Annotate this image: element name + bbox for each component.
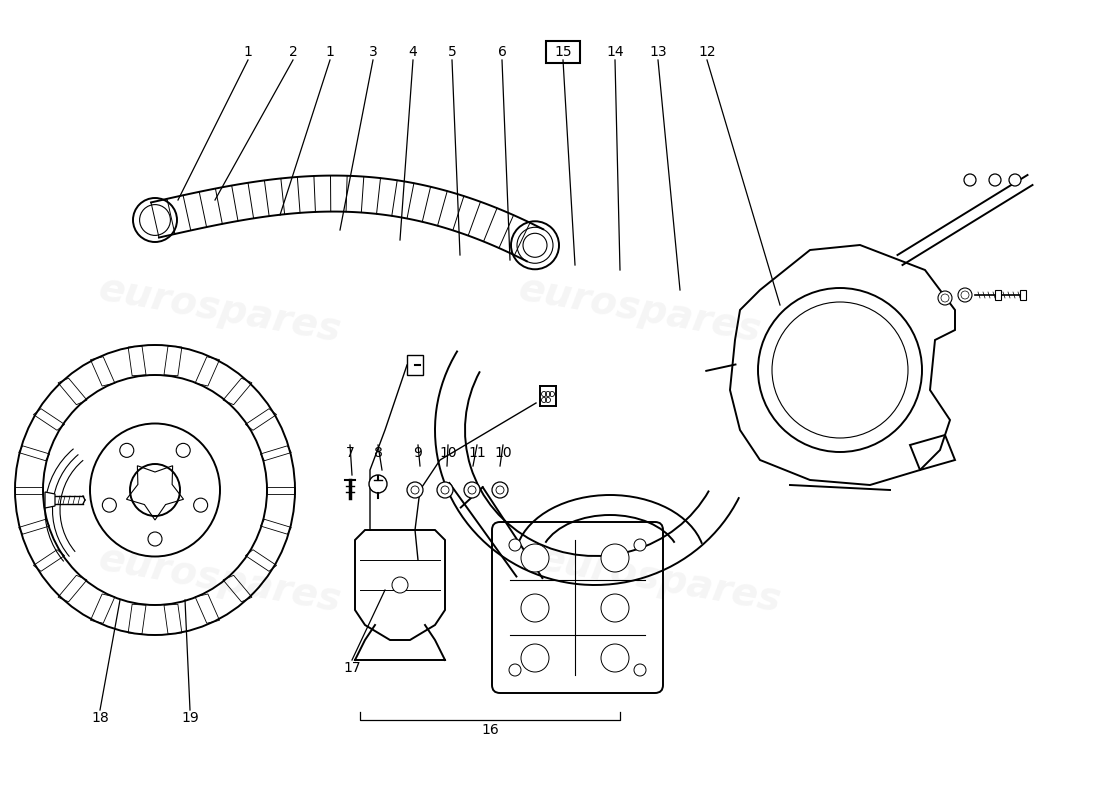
Text: 3: 3 — [368, 45, 377, 59]
Text: 1: 1 — [326, 45, 334, 59]
Circle shape — [938, 291, 952, 305]
Circle shape — [634, 539, 646, 551]
Text: 6: 6 — [497, 45, 506, 59]
Circle shape — [521, 594, 549, 622]
Text: 18: 18 — [91, 711, 109, 725]
Text: eurospares: eurospares — [516, 270, 764, 350]
Ellipse shape — [102, 498, 117, 512]
Text: 15: 15 — [554, 45, 572, 59]
Text: eurospares: eurospares — [96, 540, 344, 620]
Circle shape — [1009, 174, 1021, 186]
Text: 14: 14 — [606, 45, 624, 59]
Text: 16: 16 — [481, 723, 499, 737]
Circle shape — [958, 288, 972, 302]
Text: 8: 8 — [374, 446, 383, 460]
Text: 13: 13 — [649, 45, 667, 59]
Ellipse shape — [176, 443, 190, 458]
Text: 4: 4 — [408, 45, 417, 59]
Text: 9: 9 — [414, 446, 422, 460]
Text: eurospares: eurospares — [536, 540, 784, 620]
Text: 12: 12 — [698, 45, 716, 59]
Text: 10: 10 — [494, 446, 512, 460]
Circle shape — [392, 577, 408, 593]
Circle shape — [989, 174, 1001, 186]
Text: eurospares: eurospares — [96, 270, 344, 350]
Ellipse shape — [407, 482, 424, 498]
Text: 1: 1 — [243, 45, 252, 59]
Ellipse shape — [464, 482, 480, 498]
Circle shape — [509, 664, 521, 676]
Ellipse shape — [130, 464, 180, 516]
Circle shape — [601, 544, 629, 572]
Ellipse shape — [194, 498, 208, 512]
Circle shape — [521, 644, 549, 672]
Circle shape — [601, 644, 629, 672]
Circle shape — [601, 594, 629, 622]
Text: 10: 10 — [439, 446, 456, 460]
Polygon shape — [996, 290, 1001, 300]
Text: 17: 17 — [343, 661, 361, 675]
Ellipse shape — [492, 482, 508, 498]
Text: 19: 19 — [182, 711, 199, 725]
Text: 5: 5 — [448, 45, 456, 59]
Ellipse shape — [148, 532, 162, 546]
Text: 7: 7 — [345, 446, 354, 460]
Text: 2: 2 — [288, 45, 297, 59]
Ellipse shape — [437, 482, 453, 498]
Ellipse shape — [120, 443, 134, 458]
Circle shape — [509, 539, 521, 551]
Circle shape — [634, 664, 646, 676]
Circle shape — [521, 544, 549, 572]
Circle shape — [964, 174, 976, 186]
Polygon shape — [45, 492, 55, 508]
Text: 11: 11 — [469, 446, 486, 460]
Circle shape — [368, 475, 387, 493]
Polygon shape — [1020, 290, 1026, 300]
